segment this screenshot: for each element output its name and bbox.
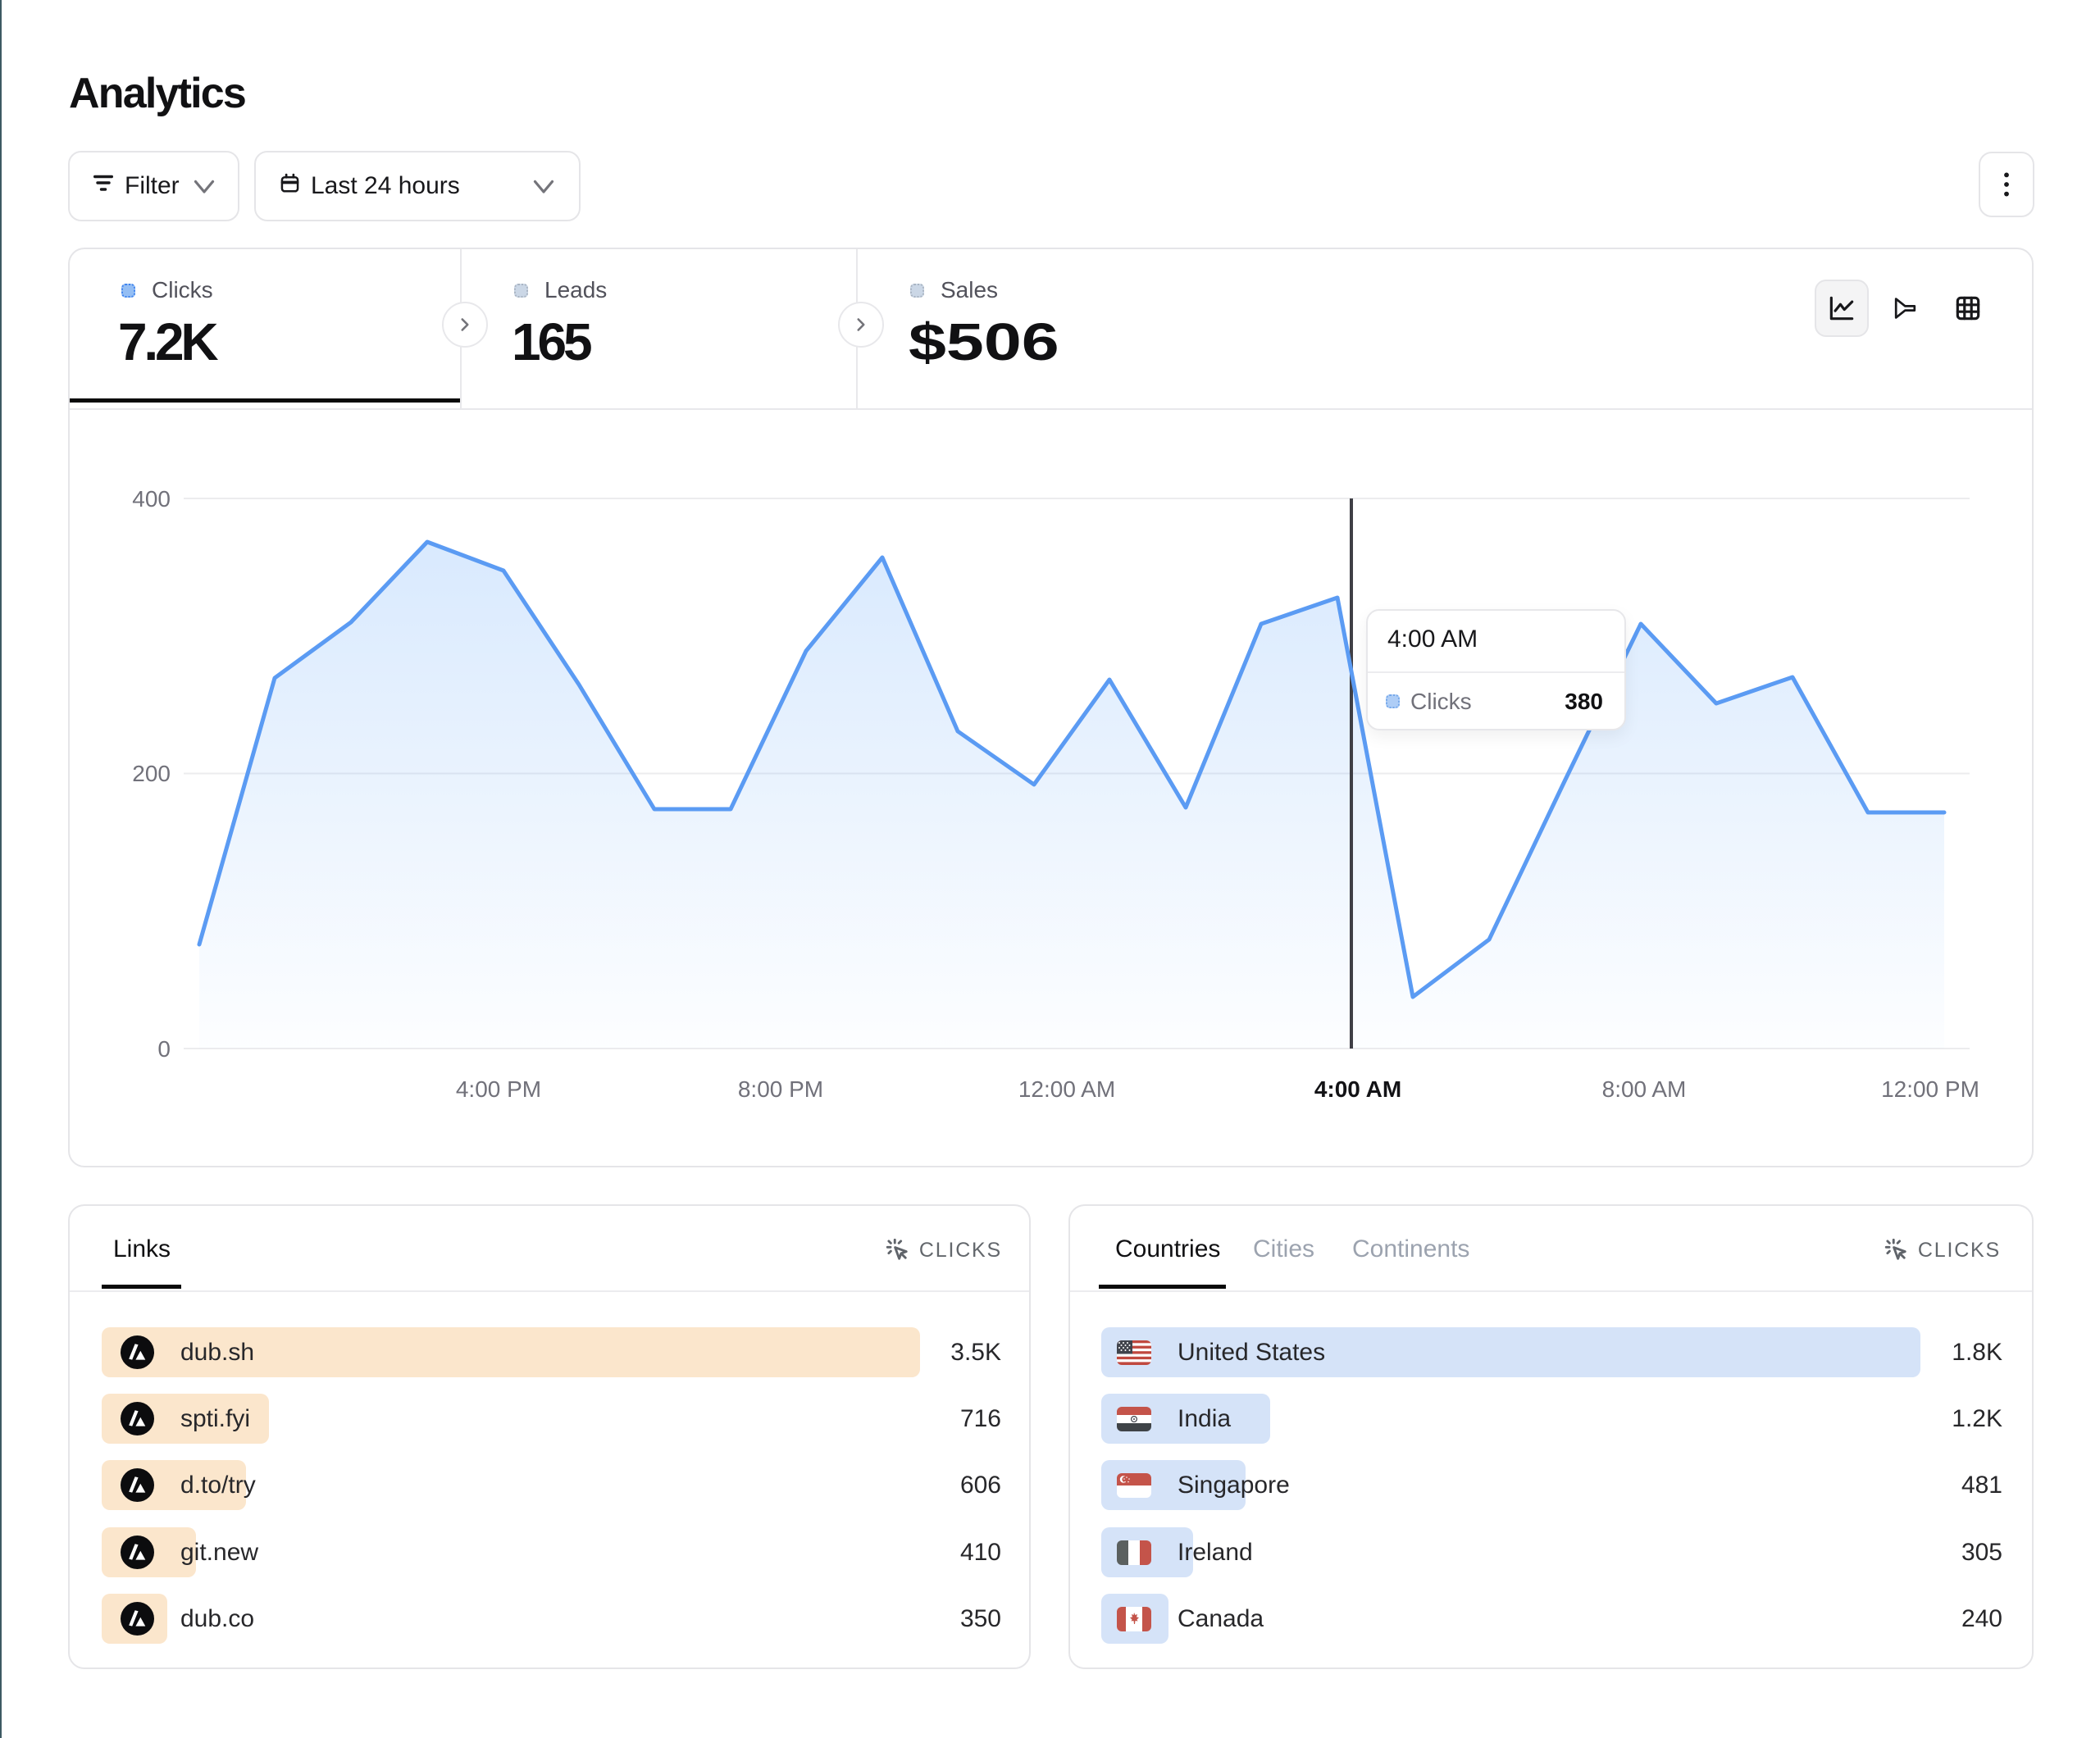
svg-text:400: 400 <box>132 486 171 512</box>
svg-text:200: 200 <box>132 761 171 786</box>
svg-text:4:00 AM: 4:00 AM <box>1314 1076 1401 1102</box>
svg-text:8:00 PM: 8:00 PM <box>738 1076 823 1102</box>
svg-text:4:00 PM: 4:00 PM <box>456 1076 541 1102</box>
svg-text:0: 0 <box>157 1036 171 1062</box>
svg-text:12:00 AM: 12:00 AM <box>1018 1076 1115 1102</box>
svg-text:12:00 PM: 12:00 PM <box>1881 1076 1979 1102</box>
svg-text:8:00 AM: 8:00 AM <box>1602 1076 1687 1102</box>
